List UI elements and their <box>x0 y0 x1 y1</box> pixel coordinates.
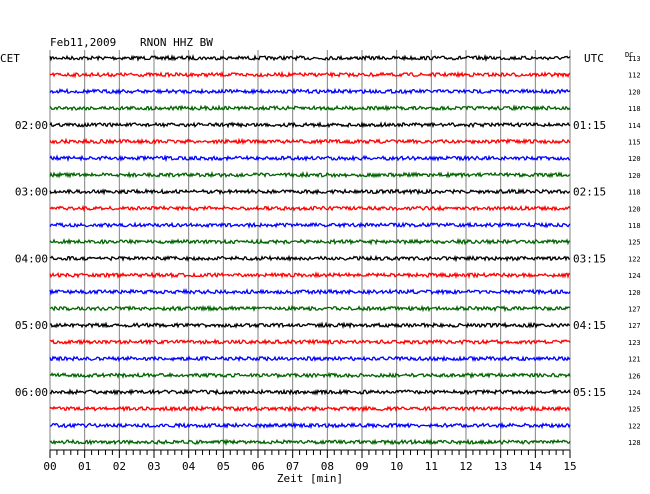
trace-line <box>49 54 571 62</box>
trace-line <box>49 371 571 380</box>
dc-offset-label: 118 <box>628 105 641 113</box>
left-time-label: 06:00 <box>15 386 48 399</box>
trace-line <box>49 204 571 213</box>
trace-line <box>49 287 571 296</box>
trace-line <box>49 304 571 313</box>
trace-line <box>49 70 571 79</box>
dc-offset-label: 121 <box>628 356 641 364</box>
trace-line <box>49 438 571 447</box>
x-tick-label: 01 <box>78 460 91 473</box>
trace-line <box>49 170 571 179</box>
right-timezone-label: UTC <box>584 52 604 65</box>
minute-gridlines <box>49 50 571 450</box>
x-tick-label: 07 <box>286 460 299 473</box>
x-axis: 00 01 02 03 04 05 06 07 08 09 10 11 12 13 14 15 <box>43 449 577 473</box>
trace-line <box>49 404 571 413</box>
dc-offset-label: 125 <box>628 406 641 414</box>
time-labels: 02:00 03:00 04:00 05:00 06:00 01:15 02:15 03:15… <box>15 55 641 447</box>
trace-line <box>49 354 571 363</box>
dc-offset-label: 118 <box>628 222 641 230</box>
dc-offset-label: 128 <box>628 439 641 447</box>
left-timezone-label: CET <box>0 52 20 65</box>
trace-line <box>49 187 571 196</box>
right-time-label: 05:15 <box>573 386 606 399</box>
dc-offset-label: 122 <box>628 255 641 263</box>
x-tick-label: 00 <box>43 460 56 473</box>
dc-offset-label: 124 <box>628 389 641 397</box>
x-tick-label: 05 <box>217 460 230 473</box>
dc-offset-label: 123 <box>628 339 641 347</box>
left-time-label: 02:00 <box>15 119 48 132</box>
right-time-label: 02:15 <box>573 186 606 199</box>
trace-line <box>49 120 571 129</box>
dc-offset-label: 120 <box>628 205 641 213</box>
dc-offset-label: 120 <box>628 172 641 180</box>
dc-offset-label: 113 <box>628 55 641 63</box>
trace-line <box>49 87 571 96</box>
dc-offset-label: 122 <box>628 422 641 430</box>
x-tick-label: 12 <box>459 460 472 473</box>
dc-offset-label: 127 <box>628 306 641 314</box>
trace-line <box>49 421 571 430</box>
x-tick-label: 09 <box>355 460 368 473</box>
left-time-label: 04:00 <box>15 252 48 265</box>
trace-line <box>49 271 571 280</box>
trace-line <box>49 338 571 346</box>
left-time-label: 05:00 <box>15 319 48 332</box>
trace-line <box>49 237 571 246</box>
x-axis-label: Zeit [min] <box>277 472 343 485</box>
dc-offset-label: 120 <box>628 155 641 163</box>
dc-offset-label: 115 <box>628 139 641 147</box>
trace-line <box>49 254 571 263</box>
trace-lines <box>49 54 571 447</box>
x-tick-label: 02 <box>113 460 126 473</box>
x-tick-label: 13 <box>494 460 507 473</box>
right-time-label: 04:15 <box>573 319 606 332</box>
dc-offset-label: 120 <box>628 289 641 297</box>
x-tick-label: 11 <box>425 460 438 473</box>
x-tick-label: 08 <box>321 460 334 473</box>
trace-line <box>49 154 571 163</box>
x-tick-label: 10 <box>390 460 403 473</box>
dc-offset-label: 127 <box>628 322 641 330</box>
dc-offset-label: 125 <box>628 239 641 247</box>
x-tick-label: 14 <box>529 460 543 473</box>
x-tick-label: 06 <box>251 460 264 473</box>
trace-line <box>49 321 571 330</box>
dc-offset-label: 120 <box>628 88 641 96</box>
dc-offset-label: 126 <box>628 372 641 380</box>
trace-line <box>49 388 571 396</box>
dc-offset-label: 124 <box>628 272 641 280</box>
dc-offset-label: 118 <box>628 189 641 197</box>
station-label: RNON HHZ BW <box>140 36 213 49</box>
x-tick-label: 15 <box>563 460 576 473</box>
x-tick-label: 03 <box>147 460 160 473</box>
trace-line <box>49 104 571 112</box>
dc-offset-label: 112 <box>628 72 641 80</box>
right-time-label: 01:15 <box>573 119 606 132</box>
trace-line <box>49 137 571 146</box>
dc-offset-label: 114 <box>628 122 641 130</box>
left-time-label: 03:00 <box>15 186 48 199</box>
x-tick-label: 04 <box>182 460 196 473</box>
date-label: Feb11,2009 <box>50 36 116 49</box>
trace-line <box>49 221 571 229</box>
dc-label: DC <box>625 51 633 59</box>
right-time-label: 03:15 <box>573 252 606 265</box>
